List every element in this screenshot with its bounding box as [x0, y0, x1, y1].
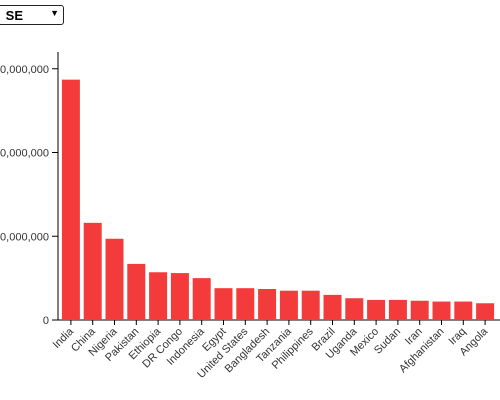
bar [454, 301, 473, 320]
bar [149, 272, 168, 320]
bar [301, 290, 320, 320]
dropdown[interactable]: SE ▼ [0, 5, 64, 25]
bar [367, 299, 386, 320]
bar [432, 301, 451, 320]
bar [61, 79, 80, 320]
bar [127, 263, 146, 320]
bar [258, 289, 277, 320]
bar [323, 294, 342, 320]
y-tick-label: 20,000,000 [0, 148, 49, 160]
y-tick-label: 0 [43, 315, 49, 327]
bar [214, 288, 233, 320]
bar [192, 278, 211, 320]
bar [83, 222, 102, 320]
bar [236, 288, 255, 320]
bar [410, 300, 429, 320]
bar [388, 299, 407, 320]
y-tick-label: 10,000,000 [0, 231, 49, 243]
bar [279, 290, 298, 320]
bar [105, 238, 124, 320]
y-tick-label: 30,000,000 [0, 64, 49, 76]
dropdown-value: SE [5, 8, 23, 23]
dropdown-arrow: ▼ [50, 8, 59, 18]
bar [476, 303, 495, 320]
bar [345, 298, 364, 320]
bar [170, 273, 189, 320]
